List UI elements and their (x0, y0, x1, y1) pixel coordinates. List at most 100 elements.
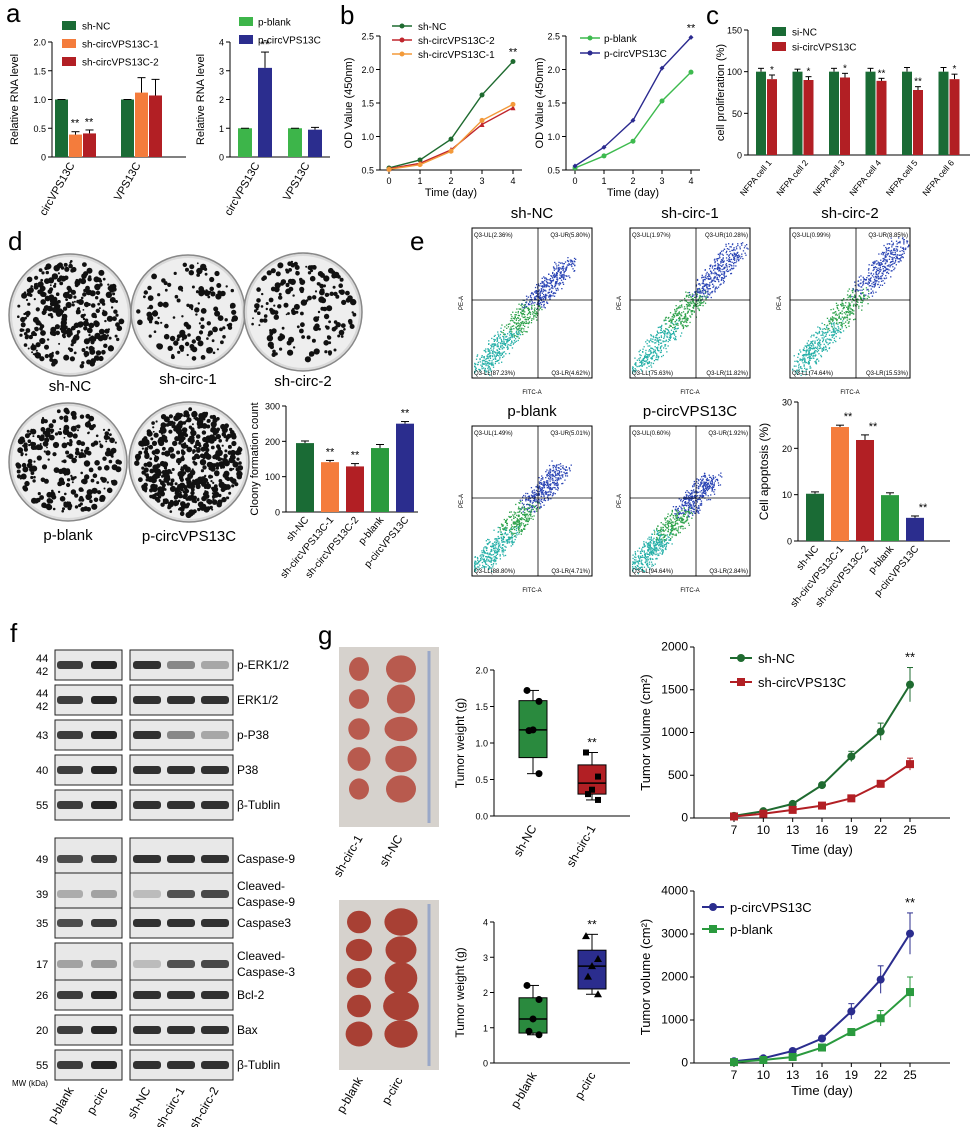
dish-label: p-circVPS13C (142, 528, 236, 545)
colony (97, 303, 100, 306)
event-dot (739, 246, 740, 247)
event-dot (892, 252, 893, 253)
event-dot (679, 311, 680, 312)
event-dot (683, 311, 684, 312)
x-tick-label: 13 (786, 1068, 800, 1082)
event-dot (515, 342, 516, 343)
colony (151, 274, 157, 280)
event-dot (832, 326, 833, 327)
event-dot (524, 314, 525, 315)
event-dot (554, 296, 555, 297)
event-dot (516, 525, 517, 526)
event-dot (490, 348, 491, 349)
event-dot (687, 325, 688, 326)
x-tick-label: 16 (815, 1068, 829, 1082)
event-dot (813, 355, 814, 356)
colony (300, 322, 305, 327)
event-dot (664, 333, 665, 334)
colony (87, 277, 91, 281)
y-tick-label: 1.5 (475, 702, 488, 712)
event-dot (834, 340, 835, 341)
bar (371, 448, 389, 512)
event-dot (653, 355, 654, 356)
y-tick-label: 2 (219, 95, 224, 105)
event-dot (553, 279, 554, 280)
event-dot (509, 353, 510, 354)
event-dot (548, 478, 549, 479)
event-dot (845, 313, 846, 314)
event-dot (673, 338, 674, 339)
event-dot (831, 324, 832, 325)
colony (94, 322, 99, 327)
event-dot (904, 253, 905, 254)
colony (115, 335, 118, 338)
event-dot (680, 335, 681, 336)
event-dot (732, 262, 733, 263)
event-dot (846, 327, 847, 328)
event-dot (880, 267, 881, 268)
event-dot (640, 357, 641, 358)
event-dot (562, 465, 563, 466)
event-dot (656, 340, 657, 341)
event-dot (699, 296, 700, 297)
colony (292, 294, 294, 296)
colony (91, 479, 95, 483)
event-dot (881, 253, 882, 254)
colony (40, 299, 46, 305)
event-dot (494, 339, 495, 340)
event-dot (542, 287, 543, 288)
colony (205, 448, 209, 452)
event-dot (853, 288, 854, 289)
event-dot (834, 338, 835, 339)
colony (312, 339, 316, 343)
event-dot (879, 268, 880, 269)
colony (203, 413, 206, 416)
event-dot (526, 298, 527, 299)
colony (144, 490, 147, 493)
event-dot (692, 310, 693, 311)
event-dot (724, 249, 725, 250)
colony (213, 432, 217, 436)
y-tick-label: 1000 (661, 725, 688, 739)
colony (36, 353, 38, 355)
event-dot (497, 340, 498, 341)
legend-label: p-circVPS13C (730, 900, 812, 915)
colony (231, 319, 234, 322)
event-dot (516, 534, 517, 535)
event-dot (504, 351, 505, 352)
colony (180, 512, 185, 517)
event-dot (519, 333, 520, 334)
colony (64, 469, 70, 475)
colony (341, 300, 346, 305)
event-dot (675, 338, 676, 339)
colony (47, 338, 49, 340)
colony (39, 356, 44, 361)
event-dot (834, 312, 835, 313)
event-dot (556, 483, 557, 484)
event-dot (531, 303, 532, 304)
event-dot (558, 265, 559, 266)
data-point (847, 752, 855, 760)
event-dot (721, 251, 722, 252)
y-tick-label: 1500 (661, 682, 688, 696)
event-dot (861, 310, 862, 311)
event-dot (836, 319, 837, 320)
colony (67, 286, 72, 291)
event-dot (835, 311, 836, 312)
colony (94, 333, 100, 339)
event-dot (555, 285, 556, 286)
colony (176, 451, 180, 455)
colony (33, 476, 36, 479)
event-dot (516, 314, 517, 315)
event-dot (825, 336, 826, 337)
colony (208, 333, 211, 336)
event-dot (660, 339, 661, 340)
event-dot (715, 289, 716, 290)
colony (149, 305, 154, 310)
colony (85, 447, 89, 451)
event-dot (835, 318, 836, 319)
event-dot (835, 328, 836, 329)
colony (32, 343, 34, 345)
event-dot (822, 323, 823, 324)
